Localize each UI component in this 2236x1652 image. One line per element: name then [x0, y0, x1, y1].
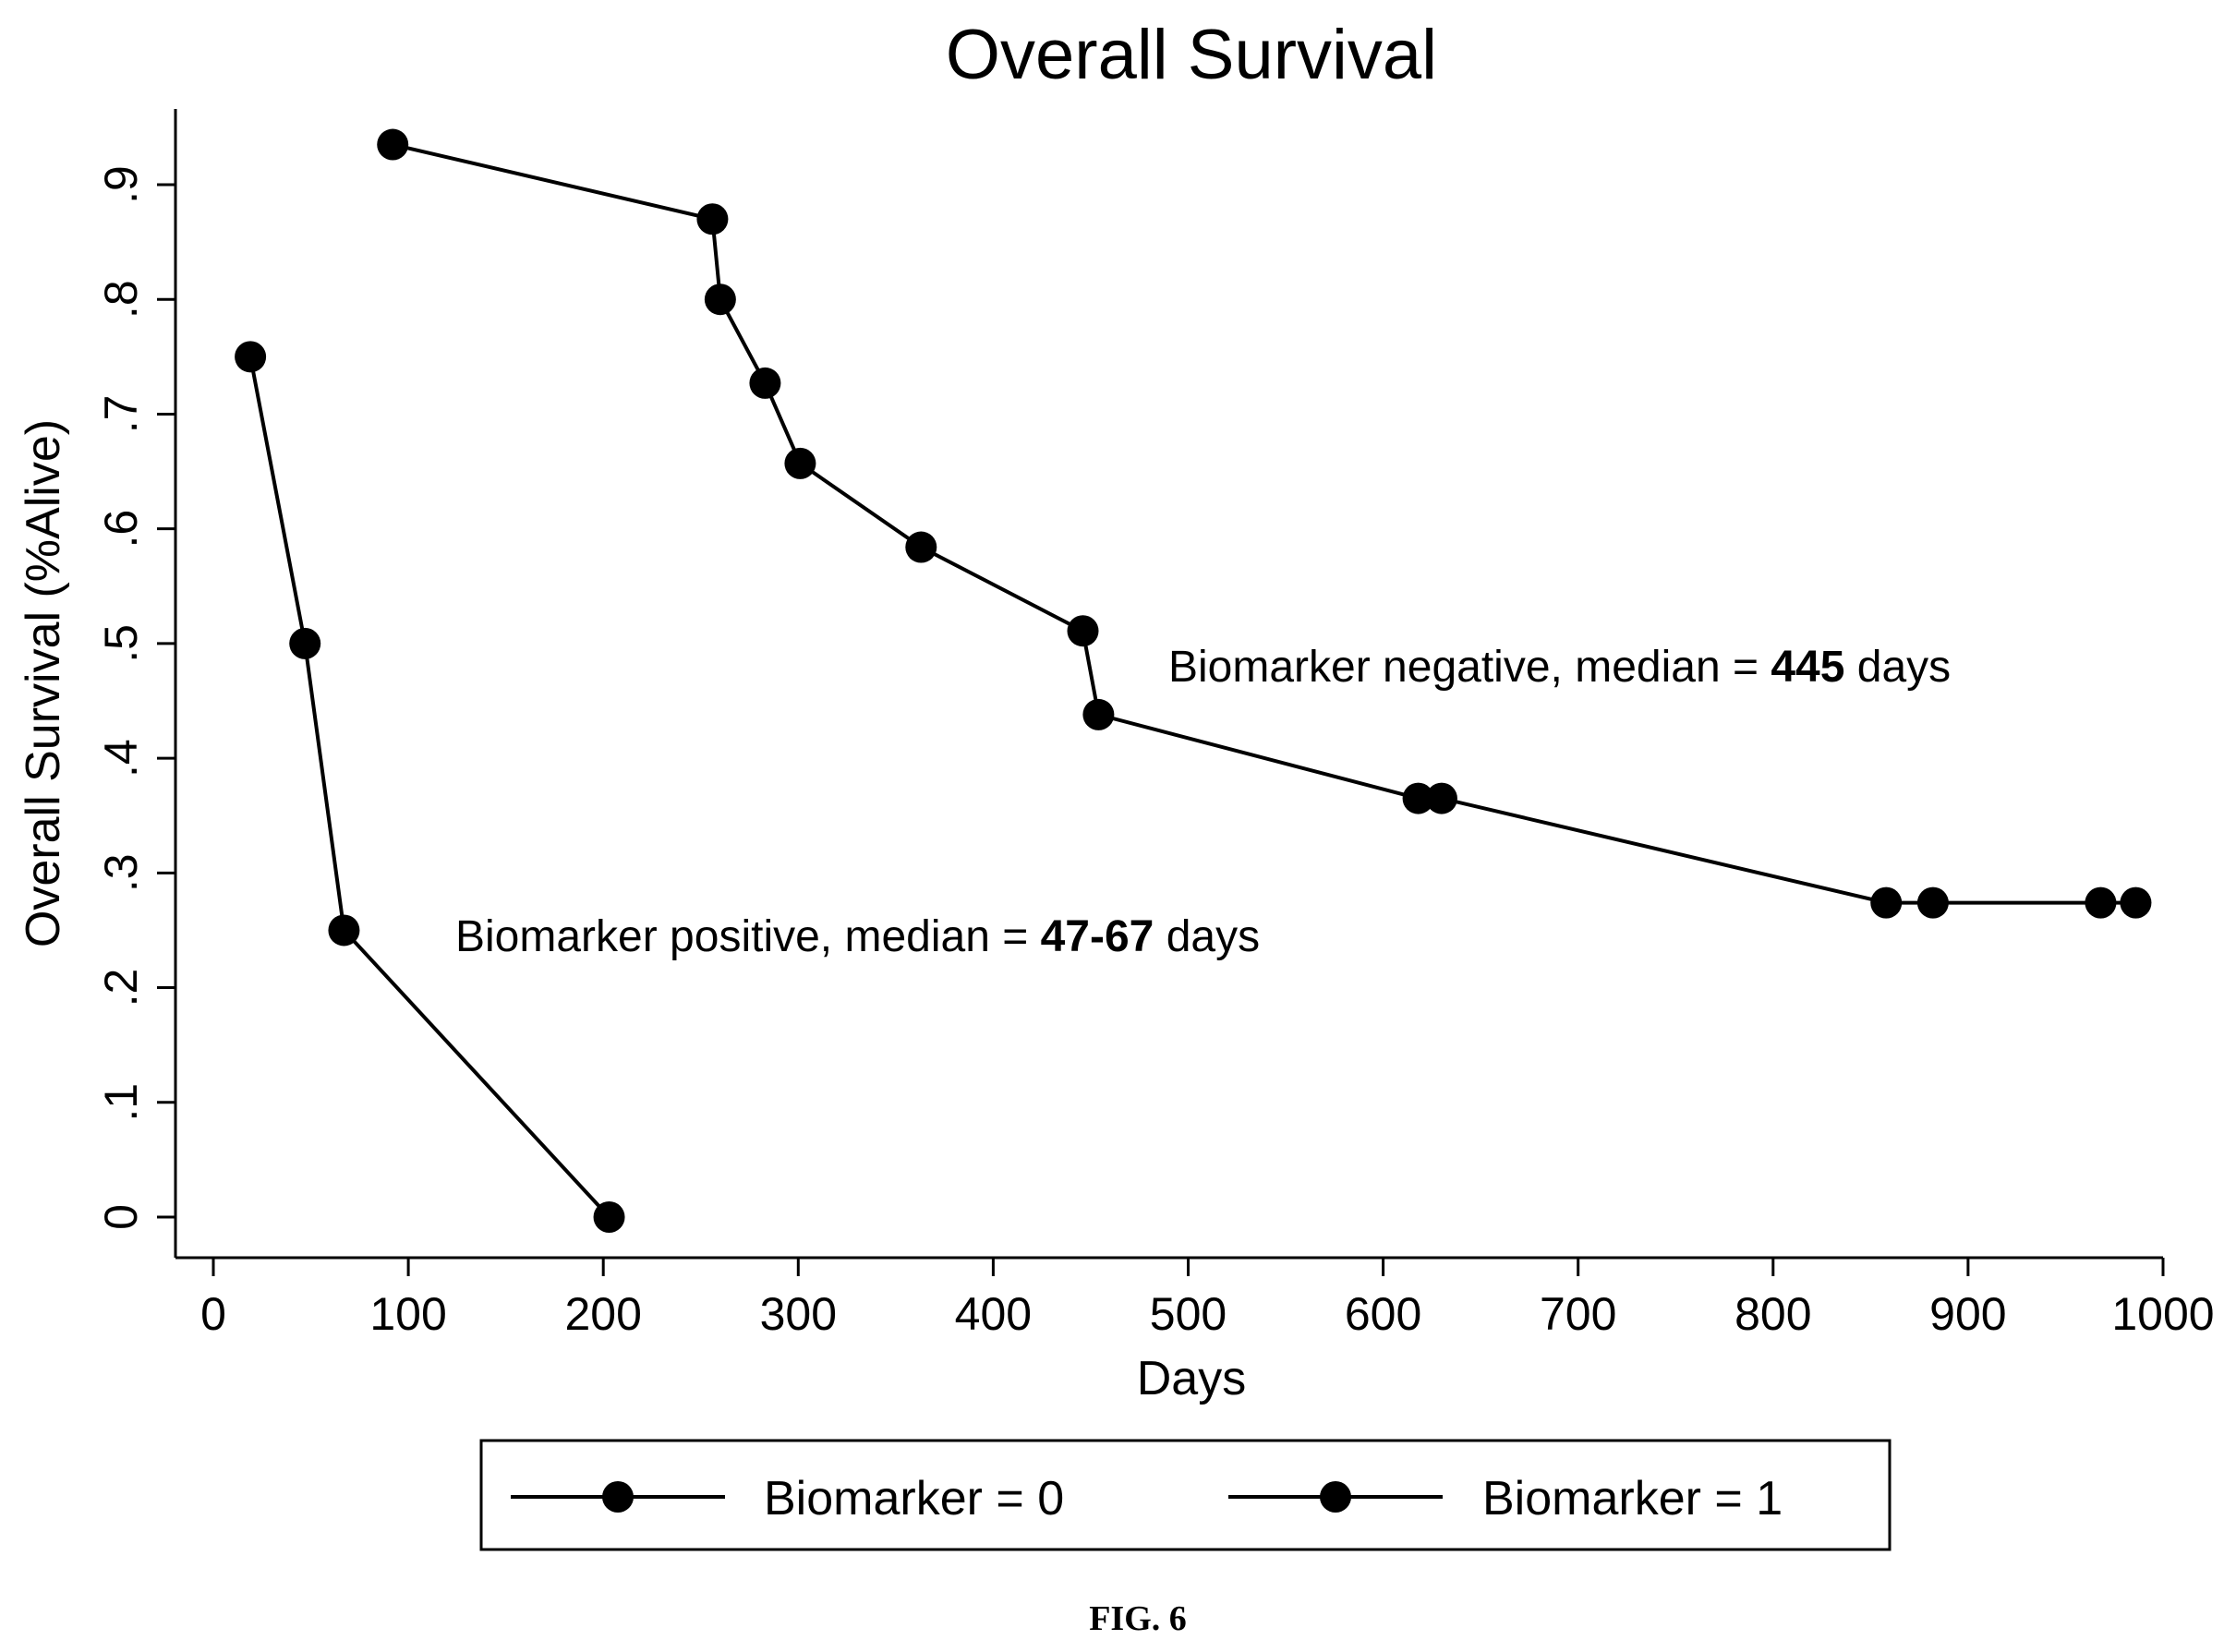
series-line-biomarker-0 [392, 142, 2136, 905]
y-tick-label: .2 [95, 969, 147, 1007]
data-point-biomarker-1 [328, 914, 360, 947]
y-tick-label: .4 [95, 739, 147, 778]
data-point-biomarker-0 [905, 531, 937, 563]
data-point-biomarker-0 [1425, 782, 1457, 814]
legend-marker-biomarker-1 [1320, 1481, 1351, 1513]
series-layer [235, 128, 2152, 1233]
data-point-biomarker-0 [1067, 615, 1099, 647]
x-tick-label: 0 [200, 1288, 226, 1340]
y-tick-label: .3 [95, 853, 147, 892]
x-tick-label: 800 [1734, 1288, 1811, 1340]
annotation-biomarker-positive-median: 47-67 [1041, 912, 1154, 961]
data-point-biomarker-1 [235, 341, 267, 373]
annotation-biomarker-negative-suffix: days [1844, 643, 1951, 692]
series-line-biomarker-1 [248, 356, 611, 1219]
legend-marker-biomarker-0 [602, 1481, 634, 1513]
y-tick-label: .8 [95, 280, 147, 319]
y-axis-label: Overall Survival (%Alive) [17, 419, 70, 947]
data-point-biomarker-0 [1916, 886, 1949, 919]
data-point-biomarker-0 [704, 283, 736, 316]
x-ticks: 0 100 200 300 400 500 600 700 800 900 1000 [200, 1258, 2215, 1340]
data-point-biomarker-0 [2085, 886, 2117, 919]
data-point-biomarker-0 [784, 447, 816, 479]
data-point-biomarker-0 [1082, 698, 1115, 730]
annotation-biomarker-negative-median: 445 [1771, 643, 1844, 692]
legend: Biomarker = 0 Biomarker = 1 [479, 1439, 1892, 1551]
data-point-biomarker-0 [1870, 886, 1903, 919]
data-point-biomarker-0 [749, 367, 781, 399]
x-tick-label: 100 [369, 1288, 446, 1340]
y-tick-label: .5 [95, 624, 147, 663]
data-point-biomarker-0 [377, 128, 409, 161]
data-point-biomarker-0 [2120, 886, 2152, 919]
data-point-biomarker-0 [696, 203, 729, 235]
x-tick-label: 700 [1540, 1288, 1616, 1340]
data-point-biomarker-0 [1402, 782, 1434, 814]
legend-label-biomarker-1: Biomarker = 1 [1482, 1472, 1783, 1525]
annotation-biomarker-positive-prefix: Biomarker positive, median = [455, 912, 1041, 961]
y-tick-label: .9 [95, 165, 147, 204]
x-tick-label: 200 [564, 1288, 641, 1340]
data-point-biomarker-1 [593, 1201, 625, 1233]
data-point-biomarker-1 [289, 627, 321, 659]
y-tick-label: 0 [95, 1204, 147, 1230]
annotation-biomarker-positive-suffix: days [1154, 912, 1260, 961]
y-tick-label: .1 [95, 1083, 147, 1122]
y-ticks: 0 .1 .2 .3 .4 .5 .6 .7 .8 .9 [95, 165, 175, 1230]
legend-label-biomarker-0: Biomarker = 0 [764, 1472, 1064, 1525]
x-tick-label: 400 [955, 1288, 1032, 1340]
annotation-biomarker-negative: Biomarker negative, median = 445 days [1168, 643, 1951, 692]
x-axis-label: Days [1137, 1352, 1246, 1405]
annotation-biomarker-negative-prefix: Biomarker negative, median = [1168, 643, 1771, 692]
y-tick-label: .6 [95, 510, 147, 549]
x-tick-label: 600 [1345, 1288, 1421, 1340]
x-tick-label: 900 [1929, 1288, 2006, 1340]
figure-caption: FIG. 6 [1089, 1599, 1187, 1638]
x-tick-label: 1000 [2111, 1288, 2214, 1340]
annotation-biomarker-positive: Biomarker positive, median = 47-67 days [455, 912, 1260, 961]
x-tick-label: 300 [760, 1288, 837, 1340]
x-tick-label: 500 [1150, 1288, 1227, 1340]
y-tick-label: .7 [95, 395, 147, 434]
chart-title: Overall Survival [946, 16, 1437, 94]
